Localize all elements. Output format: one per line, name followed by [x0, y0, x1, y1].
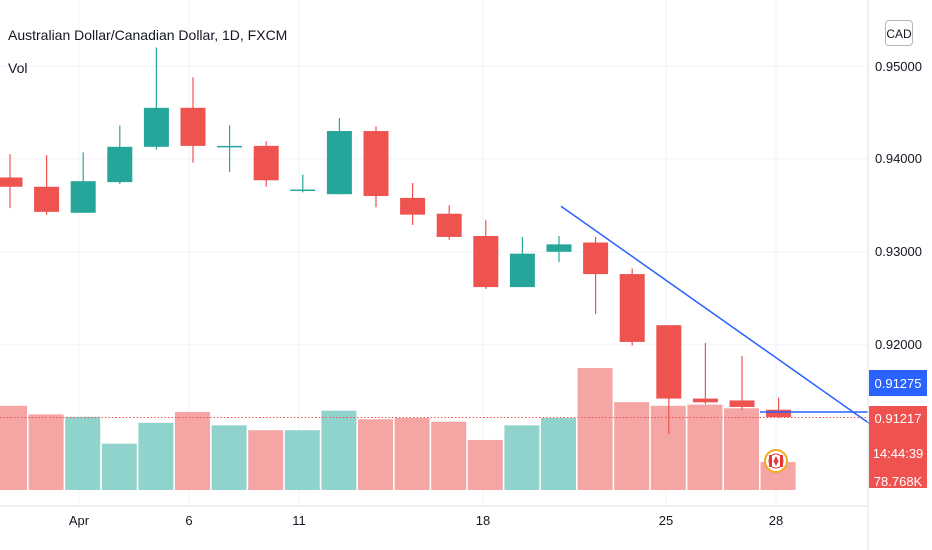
- current-price-tag: 0.91275: [869, 370, 927, 396]
- candle-body: [107, 146, 133, 183]
- candle-body: [70, 181, 96, 213]
- volume-value: 78.768K: [874, 474, 923, 489]
- volume-bar: [724, 408, 759, 490]
- candle-body: [656, 325, 682, 399]
- volume-bar: [504, 425, 540, 490]
- price-tick-label: 0.92000: [875, 337, 922, 352]
- volume-bar: [284, 430, 320, 490]
- volume-bar: [577, 368, 613, 490]
- time-axis[interactable]: Apr 6 11 18 25 28: [69, 513, 783, 528]
- time-tick-label: 25: [659, 513, 673, 528]
- volume-bar: [394, 418, 430, 490]
- volume-bar: [65, 416, 101, 490]
- countdown-value: 14:44:39: [873, 446, 924, 461]
- candle-body: [326, 131, 352, 195]
- volume-bar: [138, 422, 174, 490]
- time-tick-label: 18: [476, 513, 490, 528]
- candle-body: [692, 398, 718, 403]
- price-tick-label: 0.93000: [875, 244, 922, 259]
- volume-bar: [321, 410, 357, 490]
- volume-bar: [431, 421, 467, 490]
- volume-bar: [101, 443, 137, 490]
- volume-bar: [614, 402, 650, 490]
- volume-bar: [541, 418, 576, 490]
- volume-bar: [175, 411, 210, 490]
- candle-body: [143, 107, 169, 147]
- trendline-segment: [560, 205, 888, 437]
- candlesticks: [0, 47, 792, 434]
- time-tick-label: 28: [769, 513, 783, 528]
- candle-body: [217, 145, 243, 148]
- candle-body: [766, 409, 792, 418]
- candle-body: [729, 400, 755, 407]
- price-tick-label: 0.95000: [875, 59, 922, 74]
- volume-indicator-label[interactable]: Vol: [8, 60, 28, 76]
- price-tick-label: 0.94000: [875, 151, 922, 166]
- canada-flag-event-icon[interactable]: [764, 449, 788, 473]
- volume-bar: [28, 414, 64, 490]
- volume-bar: [687, 404, 723, 490]
- candle-body: [473, 236, 499, 288]
- time-tick-label: 11: [292, 513, 306, 528]
- volume-bar: [467, 439, 503, 490]
- volume-bar: [248, 430, 284, 490]
- candle-body: [509, 253, 535, 288]
- time-tick-label: 6: [185, 513, 192, 528]
- volume-bar: [0, 405, 27, 490]
- price-axis[interactable]: 0.95000 0.94000 0.93000 0.92000: [875, 59, 922, 352]
- candle-body: [436, 213, 462, 237]
- volume-bars: [0, 368, 796, 490]
- candle-body: [253, 145, 279, 181]
- candle-body: [583, 242, 609, 275]
- last-price-value: 0.91217: [875, 411, 922, 426]
- candle-body: [34, 186, 60, 212]
- last-price-tag: 0.91217 14:44:39 78.768K: [869, 406, 927, 489]
- candle-body: [290, 189, 316, 192]
- current-price-value: 0.91275: [875, 376, 922, 391]
- currency-button[interactable]: CAD: [885, 20, 913, 46]
- volume-bar: [358, 419, 393, 490]
- candle-body: [363, 131, 389, 197]
- chart-title: Australian Dollar/Canadian Dollar, 1D, F…: [8, 27, 288, 43]
- volume-bar: [211, 425, 247, 490]
- candle-body: [180, 107, 206, 146]
- candle-body: [0, 177, 23, 187]
- grid-lines: [0, 0, 868, 506]
- candle-body: [546, 244, 572, 252]
- candle-body: [400, 197, 426, 215]
- time-tick-label: Apr: [69, 513, 90, 528]
- candle-body: [619, 274, 645, 342]
